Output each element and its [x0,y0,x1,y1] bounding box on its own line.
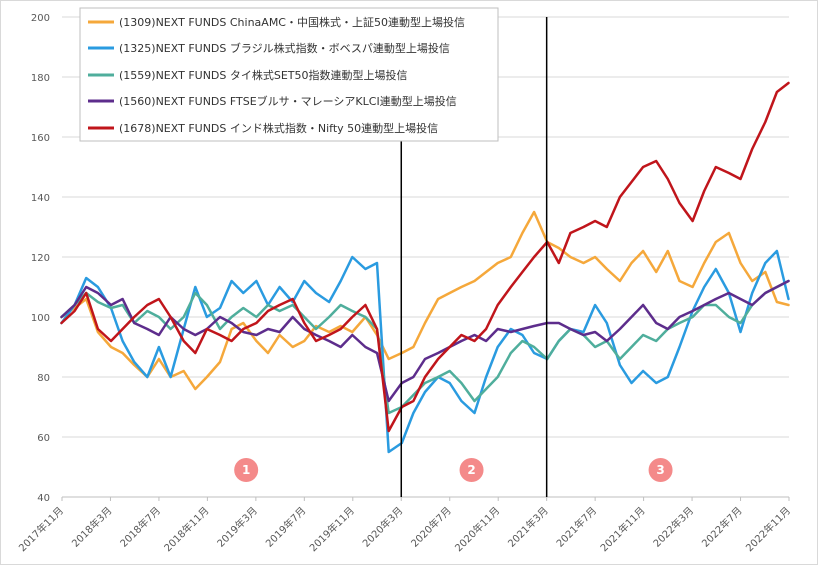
legend-entry-1559: (1559)NEXT FUNDS タイ株式SET50指数連動型上場投信 [88,68,408,82]
y-tick-label: 140 [31,193,50,204]
y-tick-label: 180 [31,73,50,84]
period-marker-circle [648,458,673,482]
series-line-4 [60,81,790,433]
y-tick-label: 100 [31,313,50,324]
legend-label-1309: (1309)NEXT FUNDS ChinaAMC・中国株式・上証50連動型上場… [119,15,465,29]
y-tick-label: 120 [31,253,50,264]
legend-entry-1309: (1309)NEXT FUNDS ChinaAMC・中国株式・上証50連動型上場… [88,15,465,29]
period-marker-circle [234,458,259,482]
legend-label-1678: (1678)NEXT FUNDS インド株式指数・Nifty 50連動型上場投信 [119,121,438,135]
period-marker-circle [459,458,484,482]
period-marker-label: 2 [467,463,475,477]
y-tick-label: 60 [37,433,50,444]
series-line-3 [60,279,790,403]
period-marker-label: 3 [656,463,664,477]
period-marker-label: 1 [242,463,250,477]
legend: (1309)NEXT FUNDS ChinaAMC・中国株式・上証50連動型上場… [79,7,499,142]
legend-entry-1678: (1678)NEXT FUNDS インド株式指数・Nifty 50連動型上場投信 [88,121,438,135]
series-line-0 [60,210,790,391]
legend-label-1560: (1560)NEXT FUNDS FTSEブルサ・マレーシアKLCI連動型上場投… [119,94,457,108]
y-tick-label: 200 [31,13,50,24]
y-tick-label: 40 [37,493,50,504]
y-tick-label: 80 [37,373,50,384]
period-markers: 1 2 3 [234,458,673,482]
legend-label-1325: (1325)NEXT FUNDS ブラジル株式指数・ボベスパ連動型上場投信 [119,41,450,55]
y-axis-ticks: 40 60 80 100 120 140 160 180 200 [31,13,50,504]
legend-entry-1325: (1325)NEXT FUNDS ブラジル株式指数・ボベスパ連動型上場投信 [88,41,450,55]
series-lines [60,81,790,454]
legend-entry-1560: (1560)NEXT FUNDS FTSEブルサ・マレーシアKLCI連動型上場投… [88,94,457,108]
y-tick-label: 160 [31,133,50,144]
legend-box [79,7,499,142]
legend-label-1559: (1559)NEXT FUNDS タイ株式SET50指数連動型上場投信 [119,68,408,82]
